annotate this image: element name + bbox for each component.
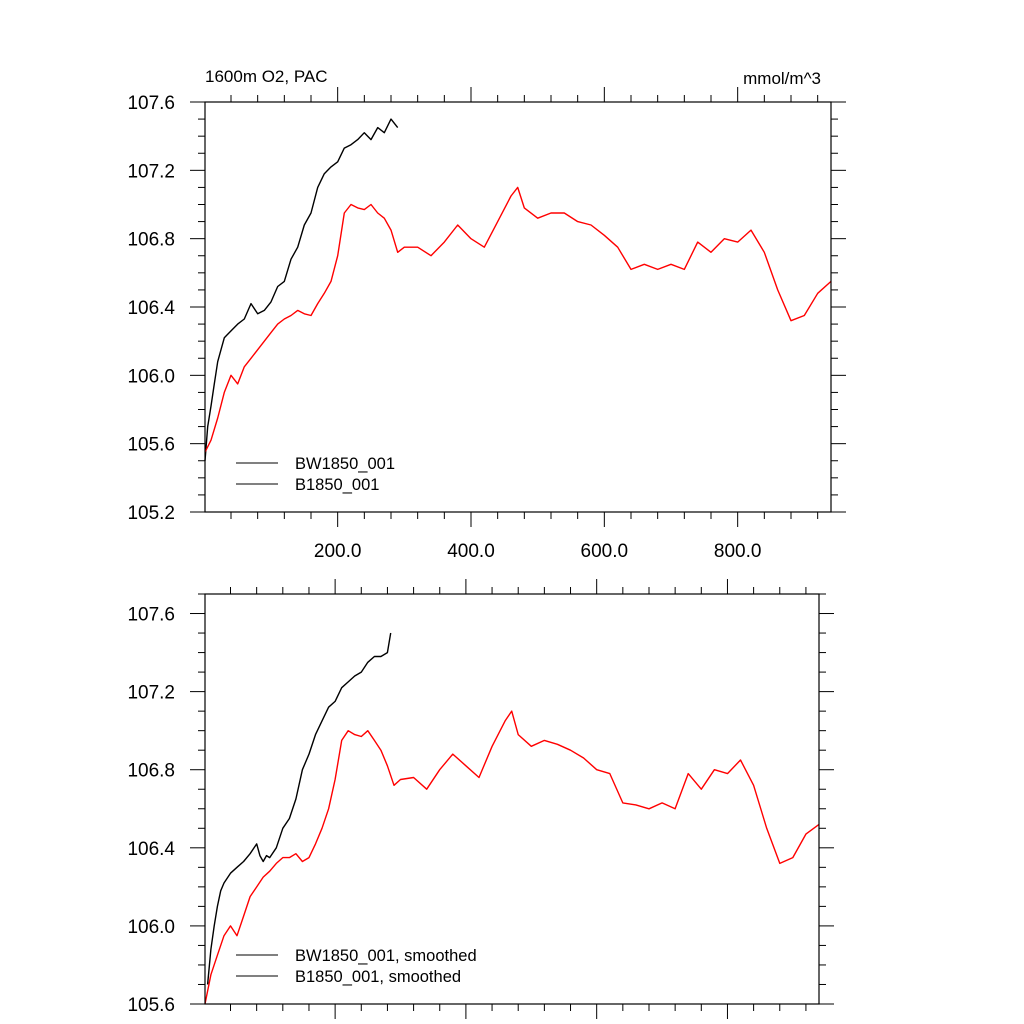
y-tick-label: 105.2 xyxy=(127,503,175,524)
bottom-panel-series xyxy=(204,632,820,1005)
top-legend-label-0: BW1850_001 xyxy=(295,455,395,473)
top-panel: 1600m O2, PAC mmol/m^3 105.2105.6106.010… xyxy=(127,67,846,562)
top-panel-x-tick-labels: 200.0 400.0 600.0 800.0 xyxy=(314,541,762,562)
y-tick-label: 106.0 xyxy=(127,917,175,938)
bottom-panel-ticks xyxy=(190,579,834,1019)
y-tick-label: 106.4 xyxy=(127,298,175,319)
y-tick-label: 107.2 xyxy=(127,683,175,704)
x-tick-label: 800.0 xyxy=(714,541,762,562)
series-line-0 xyxy=(206,632,392,985)
x-tick-label: 400.0 xyxy=(447,541,495,562)
y-tick-label: 105.6 xyxy=(127,995,175,1016)
top-panel-frame xyxy=(204,101,832,513)
top-panel-ticks xyxy=(190,87,846,527)
x-tick-label: 600.0 xyxy=(581,541,629,562)
series-line-1 xyxy=(204,710,820,1005)
x-tick-label: 200.0 xyxy=(314,541,362,562)
bottom-panel-y-tick-labels: 105.6 106.0 106.4 106.8 107.2 107.6 xyxy=(127,605,175,1016)
y-tick-label: 107.6 xyxy=(127,93,175,114)
bottom-legend-label-1: B1850_001, smoothed xyxy=(295,968,461,986)
y-tick-label: 106.8 xyxy=(127,230,175,251)
y-tick-label: 106.0 xyxy=(127,366,175,387)
top-legend-label-1: B1850_001 xyxy=(295,476,379,494)
bottom-panel-frame xyxy=(204,593,820,1005)
top-panel-legend: BW1850_001 B1850_001 xyxy=(236,455,395,494)
y-tick-label: 107.6 xyxy=(127,605,175,626)
y-tick-label: 105.6 xyxy=(127,435,175,456)
y-tick-label: 106.8 xyxy=(127,761,175,782)
top-panel-title: 1600m O2, PAC xyxy=(205,67,328,86)
series-line-1 xyxy=(204,186,832,453)
top-panel-series xyxy=(204,118,832,461)
series-line-0 xyxy=(204,118,399,461)
bottom-panel: 105.6 106.0 106.4 106.8 107.2 107.6 BW1850_00… xyxy=(127,579,834,1019)
top-panel-y-tick-labels: 105.2 105.6 106.0 106.4 106.8 107.2 107.6 xyxy=(127,93,175,524)
top-panel-units: mmol/m^3 xyxy=(743,69,821,88)
bottom-legend-label-0: BW1850_001, smoothed xyxy=(295,947,477,965)
bottom-panel-legend: BW1850_001, smoothed B1850_001, smoothed xyxy=(236,947,477,986)
y-tick-label: 106.4 xyxy=(127,839,175,860)
y-tick-label: 107.2 xyxy=(127,161,175,182)
